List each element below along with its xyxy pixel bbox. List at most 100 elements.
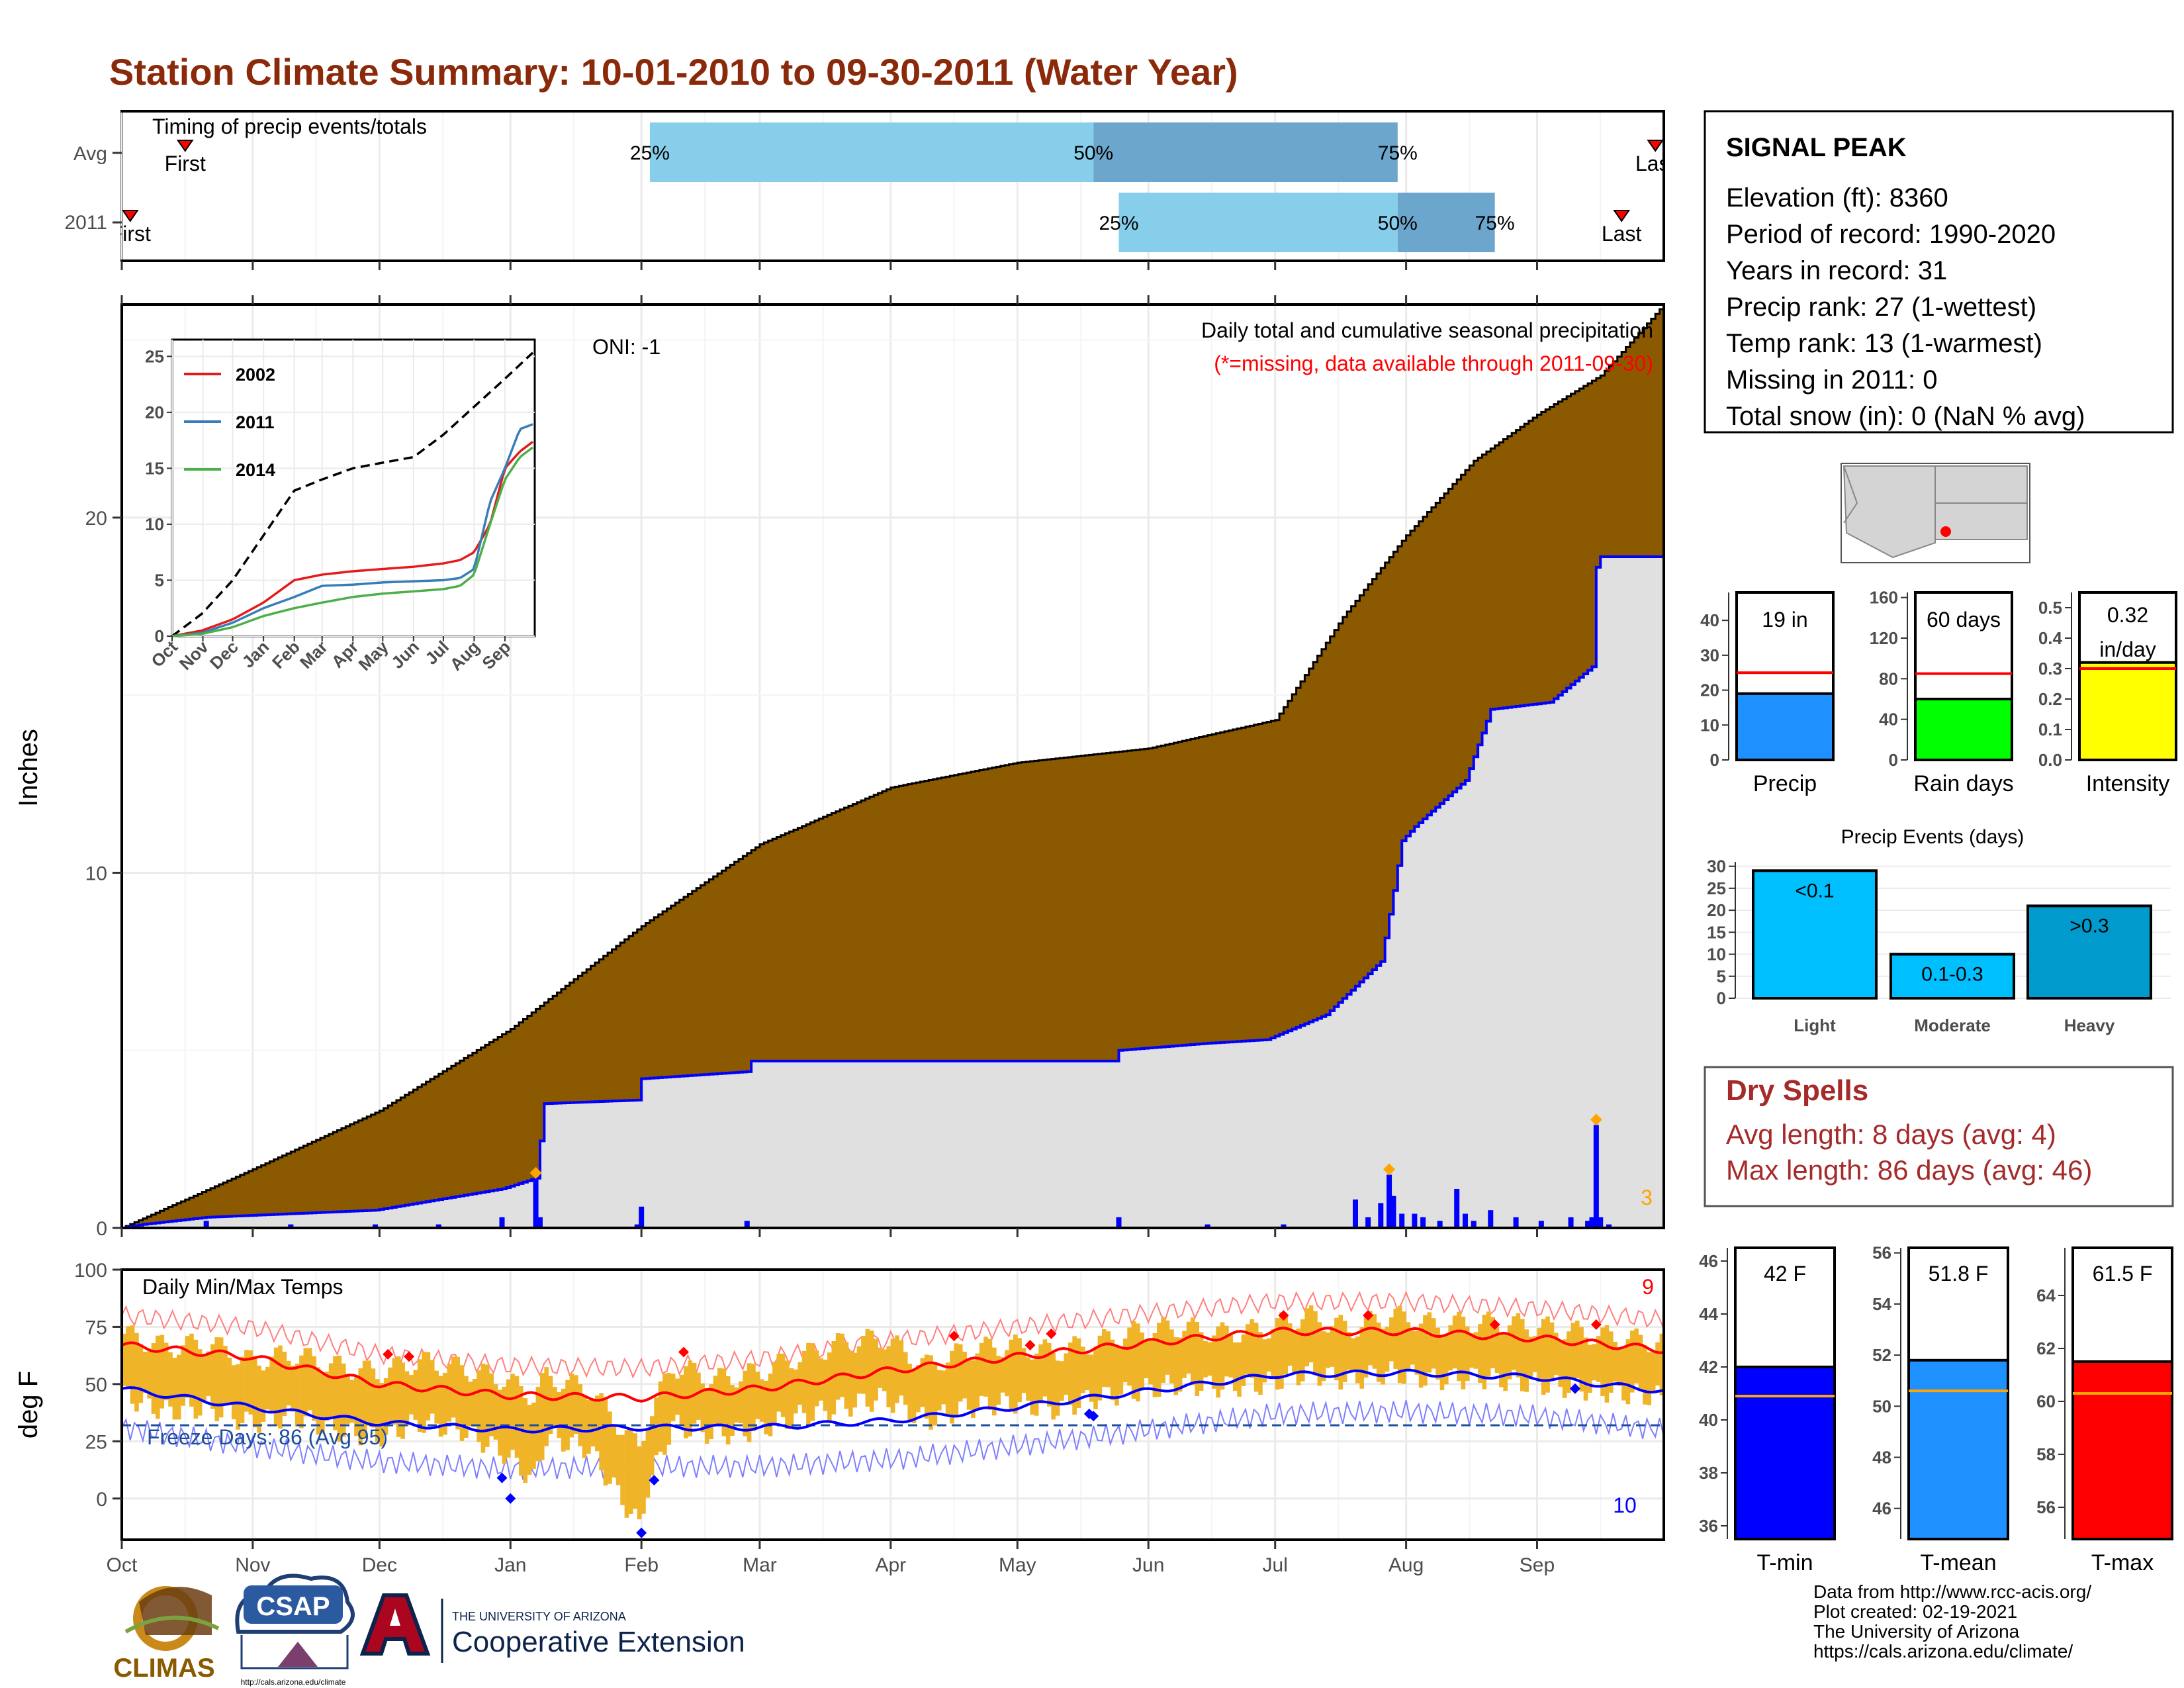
station-location-dot (1940, 526, 1951, 537)
daily-temp-bar (523, 1398, 528, 1483)
daily-temp-bar (1439, 1335, 1445, 1391)
daily-temp-bar (535, 1386, 541, 1462)
daily-temp-bar (907, 1364, 912, 1421)
daily-temp-bar (388, 1367, 392, 1422)
temp-y-tick-label: 0 (96, 1489, 107, 1511)
daily-temp-bar (878, 1347, 883, 1388)
daily-temp-bar (814, 1350, 819, 1407)
daily-temp-bar (1106, 1331, 1111, 1387)
daily-temp-bar (561, 1388, 566, 1452)
daily-temp-bar (874, 1338, 878, 1401)
daily-temp-bar (1047, 1342, 1052, 1407)
timing-bar-25-50 (649, 122, 1094, 182)
month-label: Mar (743, 1554, 777, 1576)
temp-y-tick-label: 75 (85, 1317, 107, 1338)
daily-temp-bar (1545, 1316, 1550, 1393)
daily-temp-bar (730, 1385, 735, 1436)
daily-temp-bar (328, 1363, 334, 1418)
precip-events-y-tick-label: 20 (1707, 900, 1726, 920)
daily-temp-bar (477, 1370, 481, 1442)
timing-label-25: 25% (630, 142, 670, 164)
daily-temp-bar (451, 1356, 456, 1418)
daily-temp-bar (493, 1384, 498, 1440)
daily-temp-bar (662, 1373, 667, 1455)
daily-temp-bar (295, 1364, 300, 1427)
daily-temp-bar (835, 1333, 841, 1400)
daily-temp-bar (717, 1368, 722, 1425)
daily-temp-bar (1363, 1316, 1369, 1378)
daily-temp-bar (1444, 1333, 1449, 1385)
cumulative-2011-area (122, 555, 1665, 1229)
month-label: May (999, 1554, 1036, 1576)
daily-temp-bar (1414, 1331, 1419, 1375)
last-event-marker (1647, 140, 1664, 152)
daily-temp-bar (1431, 1318, 1436, 1369)
timing-mask-right (1665, 111, 1705, 261)
record-high-marker (383, 1348, 394, 1360)
daily-temp-bar (1115, 1346, 1119, 1406)
daily-precip-bar (1488, 1210, 1494, 1228)
daily-temp-bar (273, 1347, 279, 1427)
daily-temp-bar (244, 1350, 249, 1412)
climas-logo-text: CLIMAS (113, 1654, 214, 1683)
first-event-marker (121, 210, 139, 222)
daily-temp-bar (286, 1360, 291, 1406)
daily-temp-bar (468, 1382, 473, 1427)
daily-temp-bar (1494, 1327, 1500, 1373)
record-low-marker (496, 1472, 508, 1483)
daily-temp-bar (1634, 1328, 1639, 1383)
summary-y-tick-label: 40 (1879, 710, 1898, 729)
temp-summary-y-tick-label: 56 (1872, 1243, 1891, 1263)
daily-temp-bar (1465, 1326, 1470, 1382)
temp-y-tick-label: 100 (74, 1260, 107, 1282)
daily-temp-bar (1136, 1323, 1140, 1402)
daily-temp-bar (1161, 1317, 1165, 1383)
daily-temp-bar (557, 1391, 562, 1438)
daily-temp-bar (1499, 1334, 1504, 1387)
precip-events-bar-light (1752, 869, 1878, 1000)
temp-max-count-label: 9 (1642, 1275, 1654, 1299)
precip-events-y-tick-label: 0 (1717, 988, 1726, 1008)
daily-temp-bar (1397, 1305, 1402, 1383)
state-map (1841, 463, 2030, 563)
summary-y-tick-label: 0.5 (2038, 598, 2062, 618)
summary-y-tick-label: 40 (1700, 610, 1719, 630)
temp-summary-name: T-min (1757, 1550, 1813, 1575)
daily-temp-bar (156, 1335, 160, 1419)
daily-temp-bar (1435, 1327, 1440, 1380)
daily-temp-bar (1461, 1317, 1466, 1389)
daily-temp-bar (937, 1370, 942, 1411)
daily-temp-bar (1338, 1315, 1343, 1390)
daily-precip-bar (1437, 1221, 1443, 1228)
daily-temp-bar (1191, 1317, 1195, 1385)
daily-temp-bar (856, 1346, 862, 1394)
daily-temp-bar (1148, 1340, 1153, 1385)
inset-y-tick-label: 25 (145, 346, 164, 366)
daily-precip-bar (1585, 1221, 1591, 1228)
daily-precip-bar (639, 1206, 645, 1228)
daily-temp-bar (1283, 1315, 1289, 1375)
daily-temp-bar (624, 1430, 629, 1518)
temp-summary-y-tick-label: 46 (1872, 1499, 1891, 1519)
daily-temp-bar (354, 1377, 359, 1436)
station-info-line: Elevation (ft): 8360 (1726, 183, 1948, 212)
daily-temp-bar (1076, 1338, 1081, 1408)
footer-credits: Data from http://www.rcc-acis.org/ Plot … (1813, 1582, 2091, 1662)
inset-y-tick-label: 15 (145, 458, 164, 478)
daily-temp-bar (827, 1352, 832, 1421)
daily-temp-bar (147, 1350, 152, 1399)
daily-temp-bar (1574, 1320, 1580, 1379)
daily-temp-bar (282, 1351, 287, 1417)
daily-temp-bar (1005, 1350, 1009, 1397)
daily-temp-bar (975, 1353, 980, 1410)
daily-temp-bar (1317, 1322, 1322, 1386)
daily-temp-bar (721, 1368, 727, 1436)
daily-temp-bar (185, 1336, 190, 1398)
summary-y-tick-label: 0.3 (2038, 659, 2062, 679)
daily-temp-bar (307, 1348, 312, 1411)
daily-temp-bar (1211, 1335, 1216, 1389)
month-label: Jan (494, 1554, 526, 1576)
summary-bar-precip (1735, 692, 1835, 761)
daily-temp-bar (1156, 1323, 1161, 1397)
daily-precip-bar (1353, 1199, 1358, 1228)
